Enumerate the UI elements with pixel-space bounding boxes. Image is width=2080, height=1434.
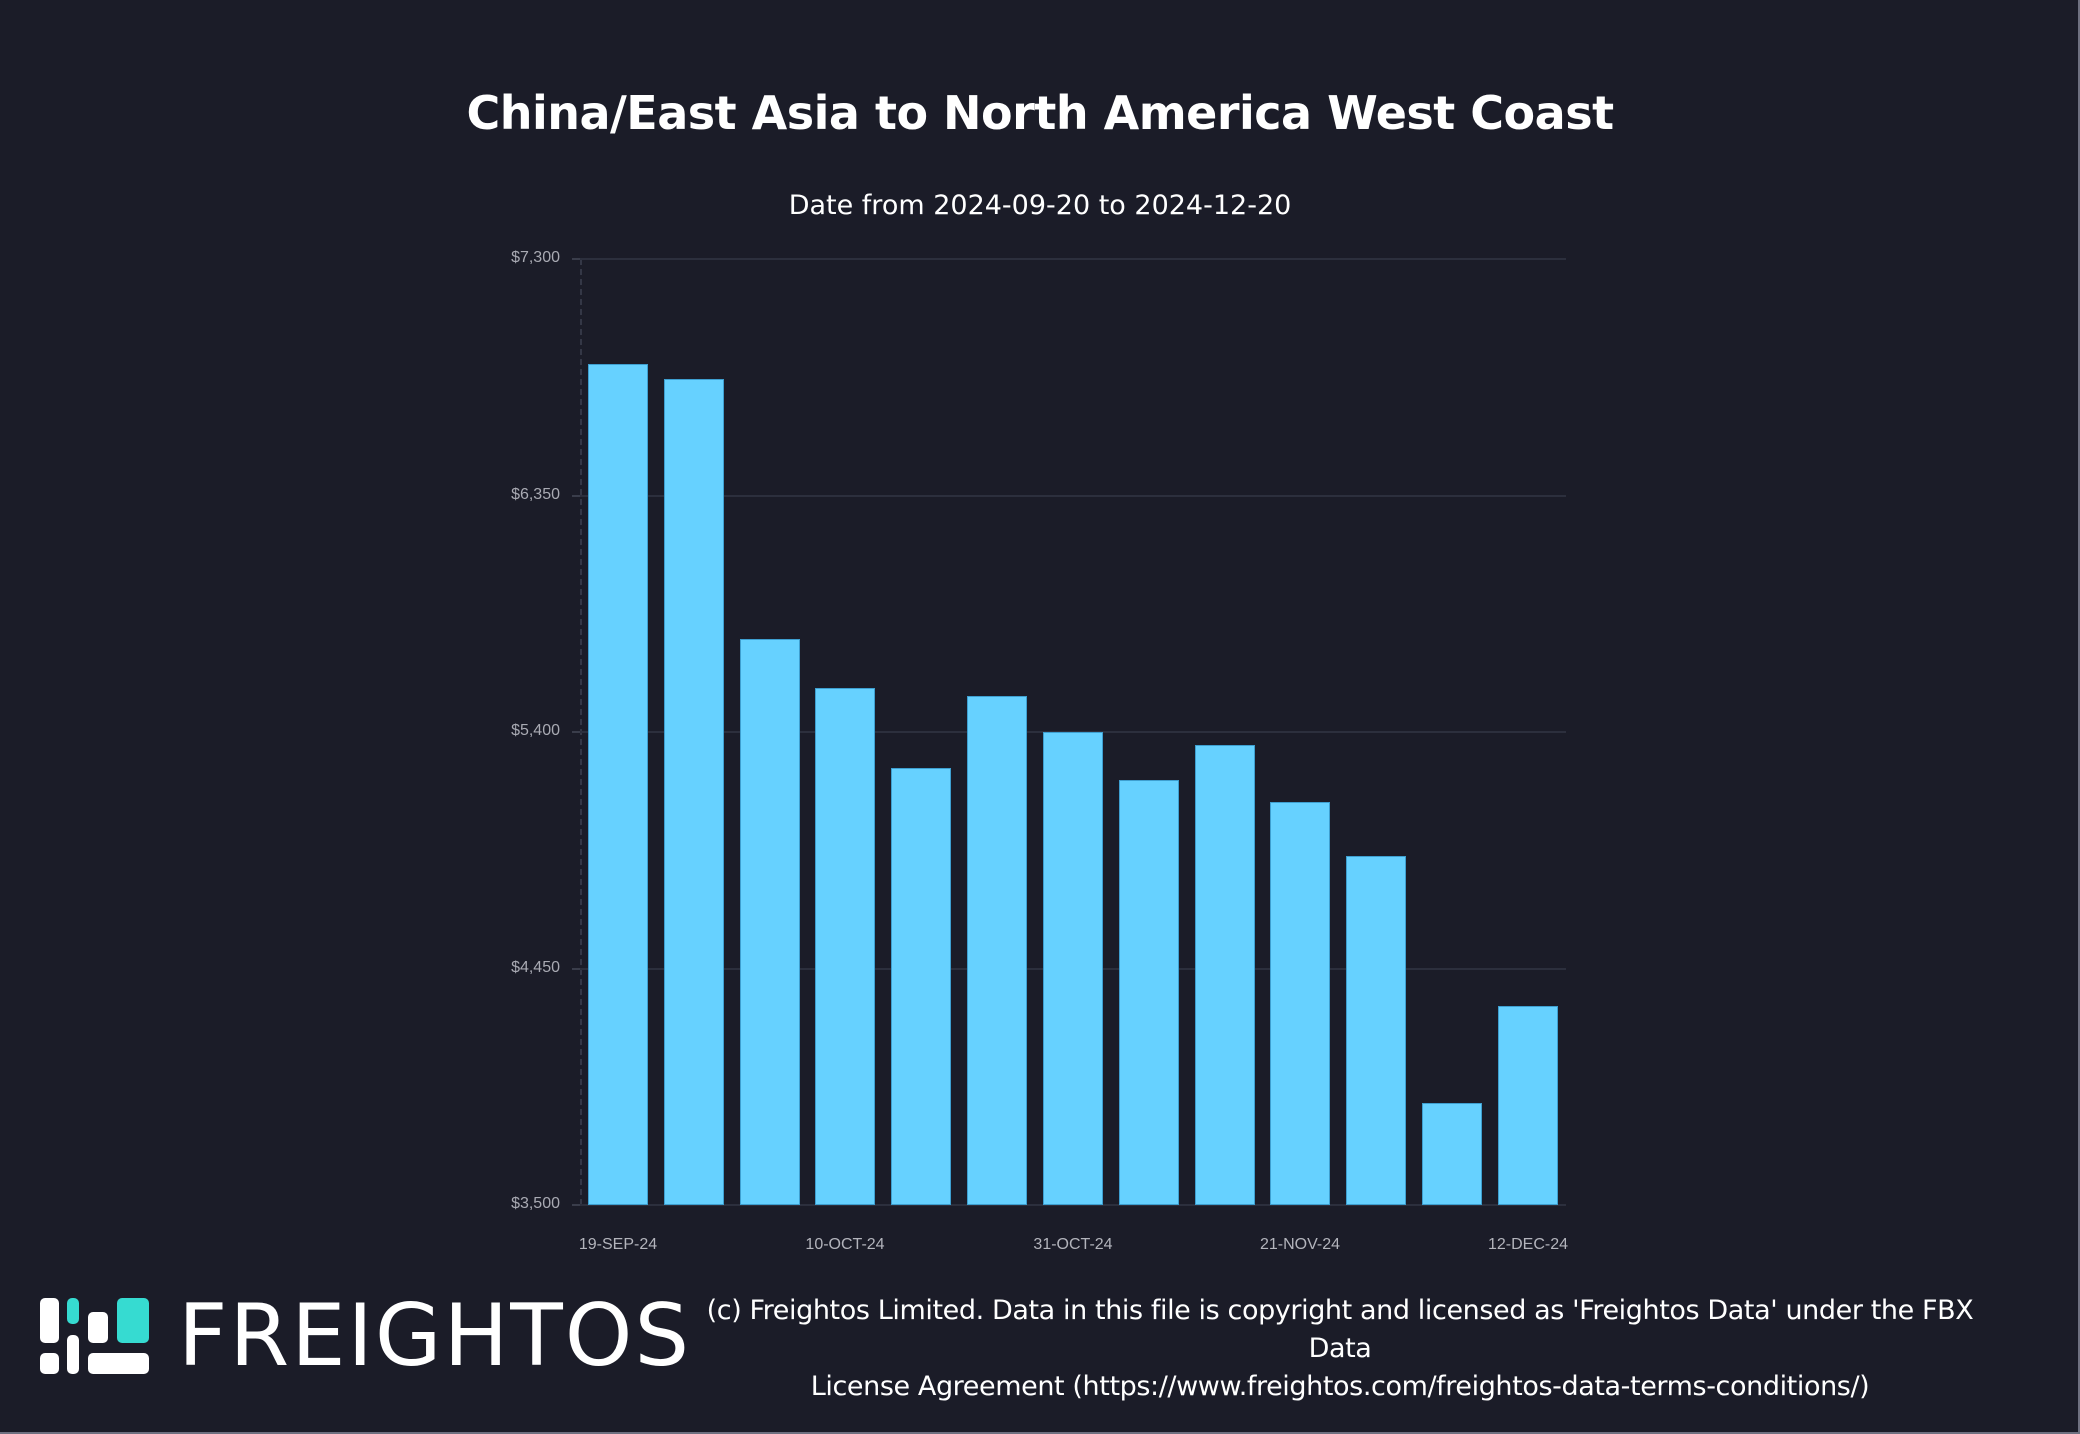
bar[interactable]: [1498, 1006, 1558, 1205]
bar[interactable]: [1195, 745, 1255, 1205]
y-tick-label: $5,400: [511, 722, 560, 739]
y-tick-label: $3,500: [511, 1195, 560, 1212]
y-tick-label: $7,300: [511, 249, 560, 266]
gridline: [580, 495, 1566, 497]
bar[interactable]: [891, 768, 951, 1205]
y-tick-mark: [572, 258, 580, 260]
freightos-logo: [40, 1296, 640, 1378]
bar[interactable]: [1422, 1103, 1482, 1205]
x-tick-label: 12-DEC-24: [1487, 1236, 1569, 1253]
bar[interactable]: [664, 379, 724, 1205]
y-tick-mark: [572, 731, 580, 733]
x-tick-label: 21-NOV-24: [1259, 1236, 1341, 1253]
gridline: [580, 1204, 1566, 1206]
bar[interactable]: [1270, 802, 1330, 1205]
logo-mark-block: [88, 1353, 149, 1374]
bar[interactable]: [588, 364, 648, 1205]
bar[interactable]: [740, 639, 800, 1205]
logo-mark-block: [67, 1335, 79, 1374]
y-tick-label: $4,450: [511, 959, 560, 976]
logo-mark-block: [40, 1353, 59, 1374]
copyright-line-2: License Agreement (https://www.freightos…: [810, 1371, 1870, 1402]
logo-mark-block: [67, 1298, 79, 1324]
y-tick-label: $6,350: [511, 486, 560, 503]
logo-mark-block: [40, 1298, 59, 1343]
y-tick-mark: [572, 495, 580, 497]
bar[interactable]: [1119, 780, 1179, 1205]
x-tick-label: 10-OCT-24: [805, 1236, 885, 1253]
logo-wordmark: FREIGHTOS: [178, 1286, 692, 1386]
copyright-line-1: (c) Freightos Limited. Data in this file…: [706, 1295, 1974, 1364]
copyright-notice: (c) Freightos Limited. Data in this file…: [680, 1292, 2000, 1406]
bar[interactable]: [1346, 856, 1406, 1205]
x-tick-label: 31-OCT-24: [1033, 1236, 1113, 1253]
gridline: [580, 258, 1566, 260]
logo-mark-block: [117, 1298, 149, 1343]
y-tick-mark: [572, 1204, 580, 1206]
logo-mark-block: [88, 1312, 108, 1343]
bar[interactable]: [1043, 732, 1103, 1205]
chart-title: China/East Asia to North America West Co…: [466, 86, 1614, 140]
x-tick-label: 19-SEP-24: [578, 1236, 658, 1253]
chart-subtitle: Date from 2024-09-20 to 2024-12-20: [788, 190, 1292, 221]
bar[interactable]: [967, 696, 1027, 1205]
y-tick-mark: [572, 968, 580, 970]
bar[interactable]: [815, 688, 875, 1205]
